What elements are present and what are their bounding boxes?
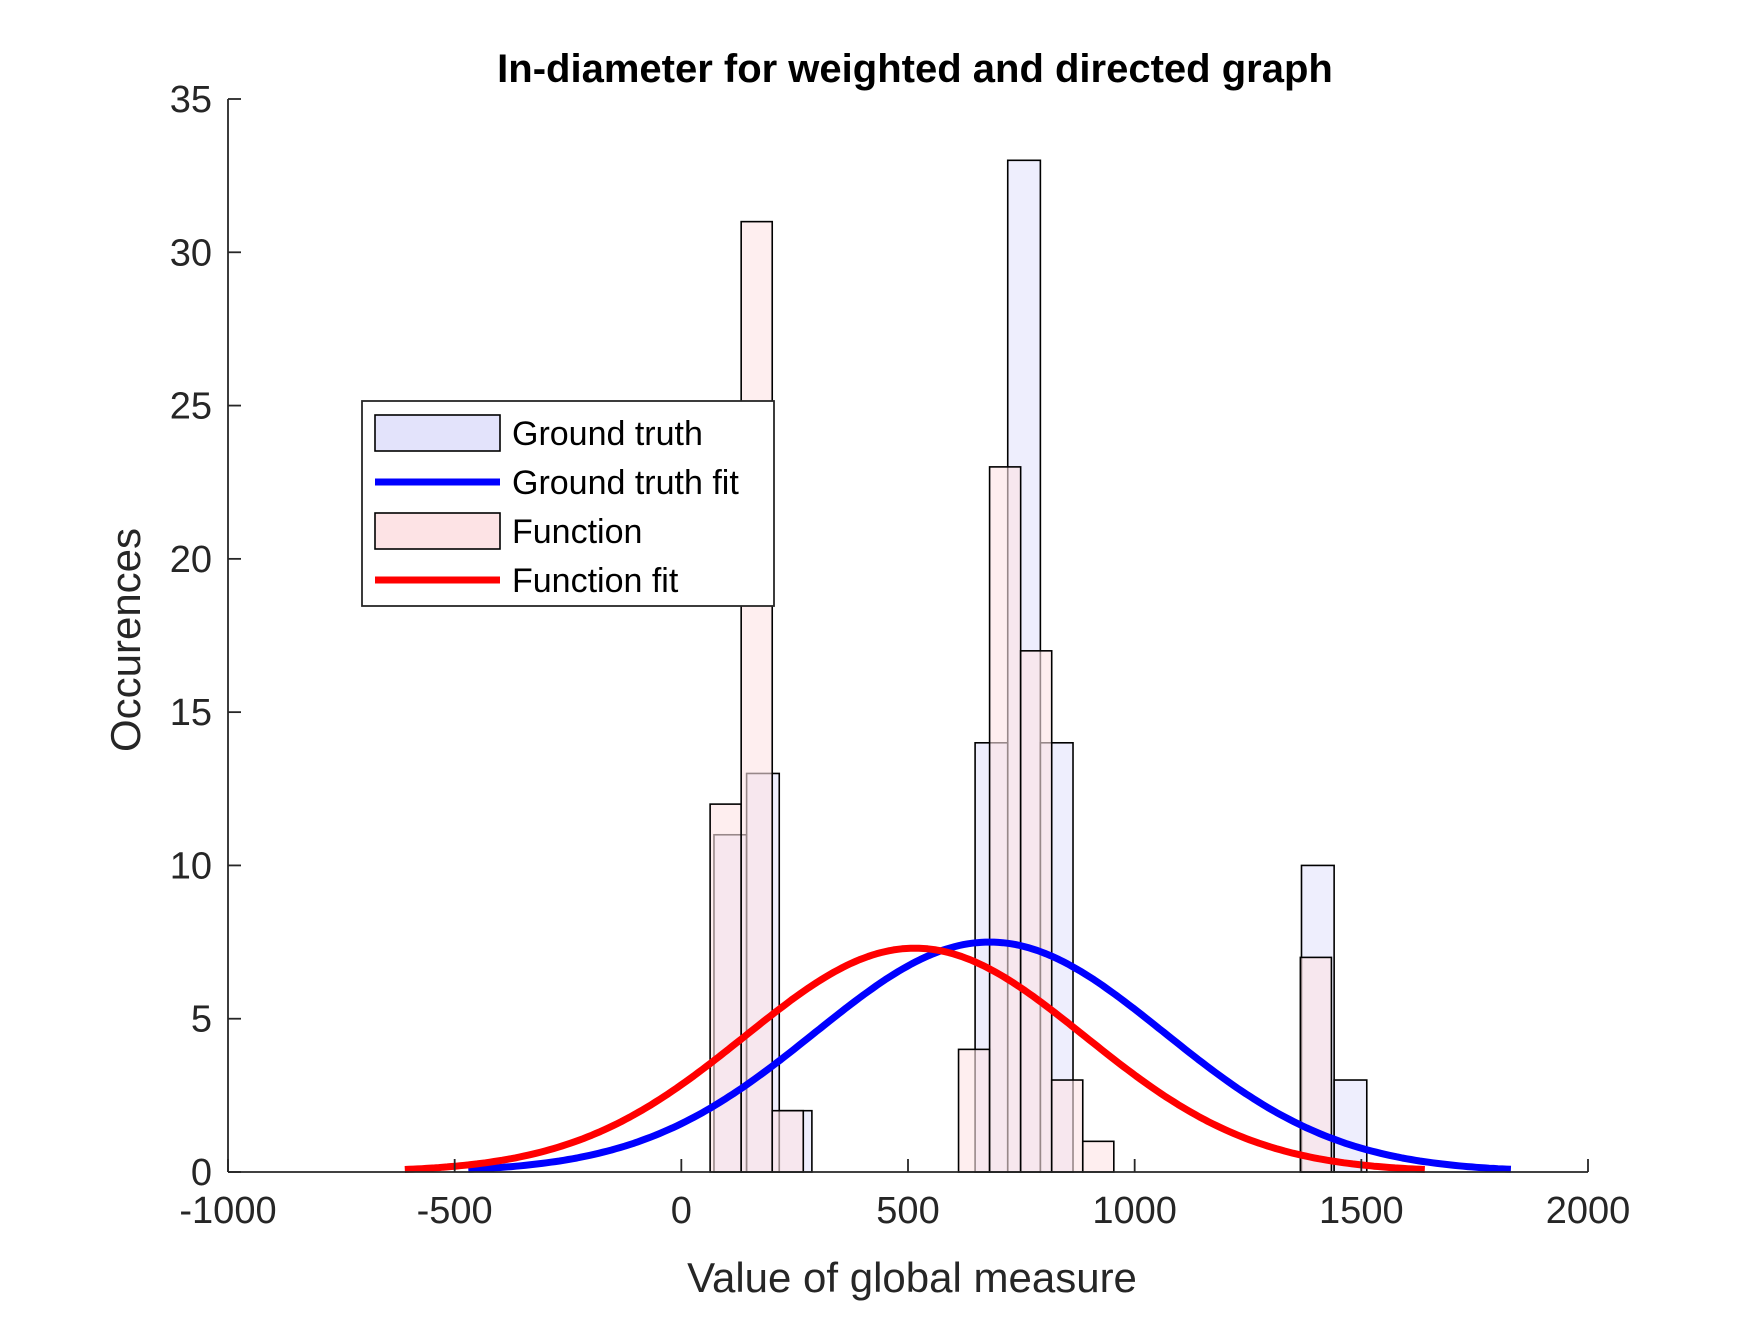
x-tick-label: 1500 bbox=[1319, 1190, 1404, 1232]
y-axis-label: Occurences bbox=[102, 528, 149, 752]
bar-function-5 bbox=[1019, 650, 1053, 1173]
bar-ground-truth-7 bbox=[1333, 1079, 1368, 1173]
curve-ground-truth-fit bbox=[468, 938, 1512, 1173]
x-tick-label: -1000 bbox=[179, 1190, 276, 1232]
fit-curves-layer bbox=[404, 938, 1512, 1173]
y-tick-label: 20 bbox=[170, 539, 212, 581]
bar-function-6 bbox=[1050, 1079, 1084, 1173]
y-tick-label: 10 bbox=[170, 845, 212, 887]
chart-title: In-diameter for weighted and directed gr… bbox=[497, 47, 1333, 91]
x-axis-label: Value of global measure bbox=[687, 1254, 1137, 1301]
legend-swatch-ground-truth bbox=[374, 414, 501, 452]
legend-label-function: Function bbox=[512, 513, 642, 551]
legend-label-ground-truth: Ground truth bbox=[512, 415, 703, 453]
legend-label-ground-truth-fit: Ground truth fit bbox=[512, 464, 739, 502]
axes-layer: -1000 -500 0 500 1000 1500 2000 0 5 10 15 20 25 30 35 bbox=[170, 79, 1631, 1232]
y-tick-label: 0 bbox=[191, 1152, 212, 1194]
x-tick-label: -500 bbox=[417, 1190, 493, 1232]
x-tick-label: 500 bbox=[876, 1190, 939, 1232]
x-tick-label: 1000 bbox=[1092, 1190, 1177, 1232]
bar-function-7 bbox=[1081, 1140, 1115, 1173]
x-tick-label: 0 bbox=[671, 1190, 692, 1232]
bar-function-0 bbox=[709, 803, 742, 1173]
bar-function-2 bbox=[771, 1109, 805, 1173]
bars-layer bbox=[709, 159, 1368, 1173]
curve-function-fit bbox=[404, 944, 1425, 1173]
legend: Ground truth Ground truth fit Function Func… bbox=[361, 400, 775, 607]
legend-label-function-fit: Function fit bbox=[512, 562, 679, 600]
legend-swatch-function bbox=[374, 512, 501, 550]
bar-function-1 bbox=[740, 220, 774, 1173]
y-tick-label: 30 bbox=[170, 232, 212, 274]
y-tick-label: 25 bbox=[170, 386, 212, 428]
bar-function-3 bbox=[957, 1048, 991, 1173]
x-tick-label: 2000 bbox=[1546, 1190, 1631, 1232]
y-tick-label: 5 bbox=[191, 999, 212, 1041]
y-tick-label: 15 bbox=[170, 692, 212, 734]
y-tick-label: 35 bbox=[170, 79, 212, 121]
bar-function-4 bbox=[988, 466, 1022, 1173]
